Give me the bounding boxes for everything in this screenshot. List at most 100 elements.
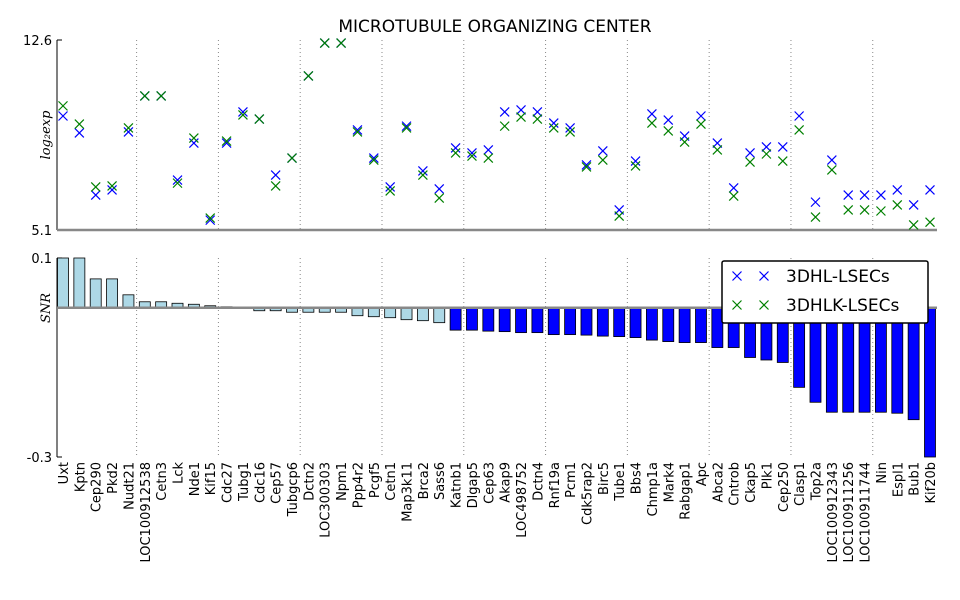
point bbox=[107, 180, 117, 191]
point bbox=[58, 100, 68, 111]
point bbox=[581, 161, 592, 172]
point bbox=[483, 153, 494, 163]
marker bbox=[696, 111, 706, 121]
x-tick-label: Tube1 bbox=[613, 462, 628, 502]
point bbox=[221, 138, 232, 149]
point bbox=[696, 111, 706, 121]
x-tick-label: Ppp4r2 bbox=[351, 462, 366, 508]
marker bbox=[908, 199, 919, 210]
legend-marker bbox=[759, 271, 769, 281]
marker bbox=[875, 190, 886, 200]
x-tick-label: Dlgap5 bbox=[466, 462, 481, 508]
point bbox=[892, 185, 903, 195]
x-tick-label: Cetn1 bbox=[384, 462, 399, 501]
marker bbox=[450, 148, 461, 158]
bar bbox=[367, 307, 380, 318]
legend-marker bbox=[732, 271, 742, 281]
x-tick-label: Katnb1 bbox=[450, 462, 465, 508]
marker bbox=[859, 190, 870, 200]
bar bbox=[400, 307, 413, 321]
point bbox=[728, 183, 739, 193]
point bbox=[679, 137, 690, 148]
marker bbox=[270, 170, 281, 180]
marker bbox=[270, 180, 281, 191]
point bbox=[221, 136, 232, 147]
marker bbox=[434, 193, 445, 204]
point bbox=[516, 104, 526, 115]
point bbox=[205, 215, 216, 226]
y-tick-label: 5.1 bbox=[31, 224, 52, 239]
point bbox=[270, 180, 281, 191]
marker bbox=[761, 149, 772, 159]
bar bbox=[907, 307, 920, 421]
x-tick-label: Cdc16 bbox=[253, 462, 268, 503]
point bbox=[401, 122, 412, 133]
point bbox=[810, 212, 821, 223]
marker bbox=[859, 205, 870, 215]
point bbox=[614, 211, 625, 221]
point bbox=[925, 185, 935, 195]
point bbox=[172, 175, 183, 186]
point bbox=[483, 145, 494, 155]
marker bbox=[516, 104, 526, 115]
marker bbox=[892, 199, 903, 210]
point bbox=[777, 156, 788, 167]
marker bbox=[548, 122, 559, 133]
marker bbox=[483, 145, 494, 155]
point bbox=[826, 155, 837, 166]
point bbox=[74, 128, 85, 138]
bar bbox=[73, 257, 86, 309]
marker bbox=[352, 127, 363, 137]
marker bbox=[417, 170, 428, 180]
point bbox=[712, 145, 723, 155]
point bbox=[663, 126, 674, 136]
bar bbox=[662, 307, 675, 342]
x-tick-label: Plk1 bbox=[760, 462, 775, 489]
x-tick-label: Nin bbox=[875, 462, 890, 484]
x-tick-label: Bbs4 bbox=[630, 462, 645, 494]
point bbox=[630, 156, 641, 167]
y-axis-label: SNR bbox=[39, 293, 54, 323]
bar bbox=[711, 307, 724, 348]
point bbox=[908, 199, 919, 210]
point bbox=[859, 190, 870, 200]
marker bbox=[794, 111, 805, 121]
x-tick-label: Apc bbox=[695, 462, 710, 486]
point bbox=[417, 170, 428, 180]
point bbox=[58, 111, 68, 121]
legend-label: 3DHLK-LSECs bbox=[786, 296, 900, 316]
marker bbox=[826, 165, 837, 175]
x-tick-label: LOC100911256 bbox=[842, 462, 857, 563]
marker bbox=[123, 122, 134, 133]
x-tick-label: Akap9 bbox=[499, 462, 514, 503]
x-tick-label: Pkd2 bbox=[106, 462, 121, 494]
marker bbox=[483, 153, 494, 163]
marker bbox=[188, 133, 199, 143]
point bbox=[581, 159, 592, 170]
x-tick-label: Espl1 bbox=[891, 462, 906, 497]
point bbox=[630, 160, 641, 171]
marker bbox=[74, 119, 85, 130]
x-tick-label: LOC100912538 bbox=[139, 462, 154, 563]
marker bbox=[745, 157, 755, 168]
marker bbox=[663, 126, 674, 136]
x-tick-label: Kptn bbox=[73, 462, 88, 492]
point bbox=[90, 190, 101, 200]
bar bbox=[384, 307, 397, 319]
marker bbox=[630, 156, 641, 167]
point bbox=[843, 190, 854, 200]
marker bbox=[532, 114, 543, 124]
marker bbox=[352, 125, 363, 135]
bar bbox=[449, 307, 462, 331]
bar bbox=[924, 307, 936, 458]
point bbox=[467, 151, 477, 161]
bar bbox=[498, 307, 511, 333]
marker bbox=[810, 197, 821, 208]
marker bbox=[287, 153, 297, 163]
marker bbox=[548, 118, 559, 129]
legend: 3DHL-LSECs 3DHLK-LSECs bbox=[721, 260, 929, 324]
x-tick-label: Cdk5rap2 bbox=[580, 462, 595, 525]
point bbox=[434, 193, 445, 204]
x-tick-label: Pcm1 bbox=[564, 462, 579, 498]
